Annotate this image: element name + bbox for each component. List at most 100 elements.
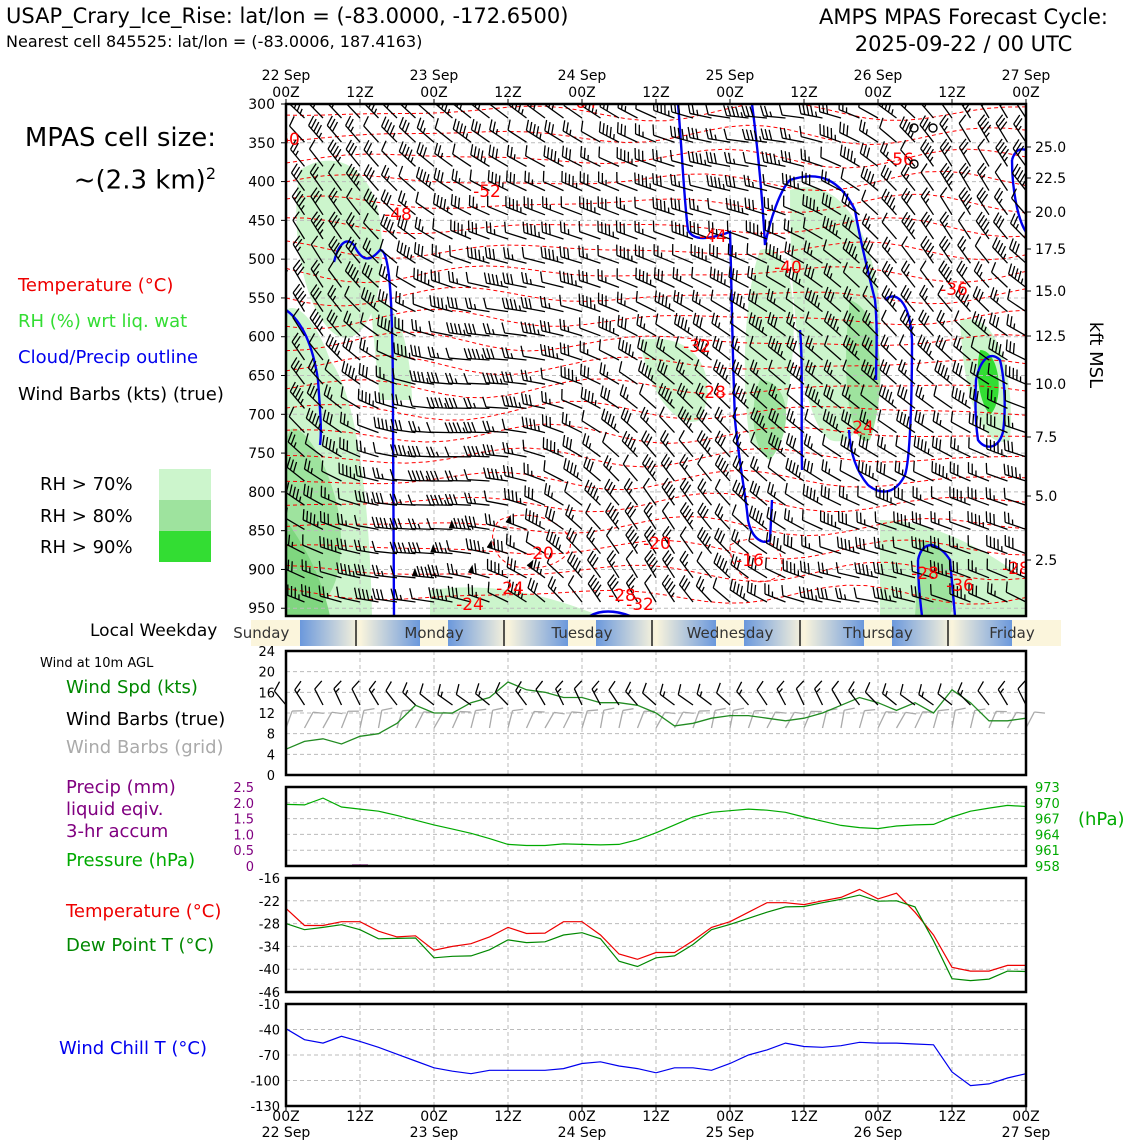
wind-barb — [839, 121, 860, 143]
wind-barb-feather — [380, 316, 384, 328]
wind-barb — [881, 236, 897, 264]
wind-barb — [559, 270, 583, 289]
wind-barb-feather — [712, 577, 718, 588]
wind-barb-half — [549, 398, 551, 405]
wind-barb — [561, 411, 583, 434]
wind-barb — [673, 313, 694, 337]
wind-barb-feather — [400, 344, 403, 356]
wind-barb-feather — [583, 172, 585, 184]
temperature-contour — [286, 515, 1026, 537]
wind-barb-shaft — [901, 245, 916, 264]
wind-barb-feather — [678, 199, 681, 211]
kft-tick-label: 15.0 — [1035, 284, 1066, 300]
legend-rh90-swatch — [159, 531, 211, 562]
cloud-outline — [676, 104, 774, 543]
wind-barb-half — [643, 323, 646, 329]
wind-barb-half — [476, 203, 478, 210]
wind-barb-feather — [1003, 463, 1006, 475]
wind-barb-shaft — [618, 710, 624, 729]
wind-barb-half — [670, 592, 675, 598]
wind-barb — [578, 245, 601, 264]
wind-barb-feather — [673, 290, 676, 301]
wind-barb-feather — [637, 173, 640, 185]
wind-barb-feather — [1003, 511, 1006, 523]
wind-barb-feather — [792, 437, 797, 449]
wind-barb-feather — [455, 587, 459, 599]
wind-barb-feather — [353, 587, 358, 599]
wind-barb — [502, 441, 527, 458]
wind-barb-feather — [452, 143, 456, 155]
wind-barb-feather — [687, 150, 691, 162]
wind-barb-shaft — [895, 712, 907, 729]
wind-barb — [802, 217, 823, 240]
wind-barb — [565, 504, 583, 530]
wind-barb-half — [421, 226, 424, 232]
wind-chill-label: Wind Chill T (°C) — [59, 1038, 207, 1059]
wind-barb-half — [631, 351, 634, 358]
wind-barb-feather — [290, 163, 298, 174]
wind-barb-half — [407, 547, 411, 554]
wind-barb-feather — [1001, 148, 1010, 159]
wind-barb-feather — [582, 197, 585, 209]
wind-barb-half — [388, 523, 392, 529]
wind-barb-feather — [407, 445, 413, 457]
wind-barb-feather — [810, 710, 822, 713]
wind-barb-flag — [430, 544, 437, 553]
wind-barb-feather — [678, 361, 684, 373]
wind-barb-shaft — [916, 369, 934, 385]
wind-barb-feather — [695, 382, 701, 394]
wind-barb-feather — [378, 392, 381, 404]
wind-barb-feather — [672, 267, 675, 278]
temperature-contour — [286, 308, 1026, 330]
wind-barb-feather — [666, 391, 672, 402]
wind-barb-feather — [776, 537, 779, 549]
wind-barb-feather — [536, 561, 541, 573]
wind-barb-half — [724, 279, 726, 285]
wind-barb — [426, 518, 453, 531]
wind-barb-half — [975, 470, 977, 476]
wind-barb-shaft — [951, 710, 956, 729]
wind-barb-feather — [681, 457, 689, 467]
wind-barb-shaft — [303, 711, 314, 729]
wind-barb — [697, 454, 713, 482]
wind-barb-feather — [426, 494, 432, 506]
wind-barb — [625, 574, 639, 603]
wind-barb-feather — [862, 285, 868, 296]
wind-barb — [915, 384, 934, 409]
wind-barb-half — [742, 593, 746, 599]
wind-barb-feather — [642, 409, 649, 421]
wind-barb-feather — [342, 438, 345, 450]
wind-barb-feather — [900, 386, 905, 398]
wind-barb-feather — [524, 272, 529, 284]
wind-barb — [336, 562, 361, 579]
wind-barb — [634, 123, 657, 143]
wind-barb-feather — [746, 243, 749, 254]
wind-barb — [447, 585, 472, 603]
wind-barb-feather — [274, 146, 284, 156]
wind-barb — [308, 115, 324, 143]
wind-barb-feather — [315, 124, 322, 135]
wind-barb-feather — [445, 347, 450, 359]
wind-barb-feather — [820, 169, 824, 181]
wind-barb — [301, 559, 324, 579]
wind-barb-feather — [960, 141, 969, 152]
wind-barb-half — [399, 499, 403, 505]
wind-barb-feather — [767, 198, 770, 209]
wind-barb-feather — [774, 413, 779, 424]
wind-barb — [988, 337, 1008, 361]
wind-barb-feather — [920, 211, 928, 222]
wind-barb-feather — [540, 367, 543, 379]
wind-barb-shaft — [785, 298, 805, 313]
wind-barb — [615, 220, 638, 240]
wind-barb-feather — [347, 118, 354, 129]
wind-barb-feather — [520, 345, 524, 357]
wind-barb — [705, 151, 731, 168]
wind-barb-half — [867, 320, 871, 327]
wind-barb-half — [829, 273, 833, 279]
wind-barb-feather — [544, 392, 547, 404]
wind-barb — [834, 587, 860, 603]
wind-barb-feather — [444, 470, 450, 481]
wind-barb-shaft — [881, 319, 897, 337]
wind-barb-half — [706, 350, 709, 357]
wind-barb-feather — [918, 538, 921, 550]
